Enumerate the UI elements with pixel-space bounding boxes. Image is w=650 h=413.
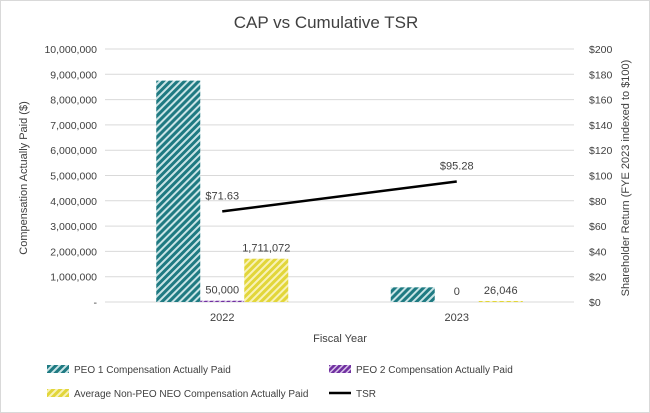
y-tick-label: 1,000,000 — [50, 272, 97, 284]
y2-axis-ticks: $0 $20 $40 $60 $80 $100 $120 $140 $160 $180 $200 — [589, 44, 613, 309]
y-axis-title: Compensation Actually Paid ($) — [18, 101, 30, 254]
legend-label: TSR — [356, 389, 376, 400]
y2-tick-label: $140 — [589, 120, 613, 132]
legend-swatch — [47, 365, 69, 373]
y2-tick-label: $200 — [589, 44, 613, 56]
y2-tick-label: $120 — [589, 145, 613, 157]
data-labels: 50,000 1,711,072 0 26,046 $71.63 $95.28 — [205, 160, 517, 298]
y2-tick-label: $20 — [589, 272, 607, 284]
data-label: 26,046 — [484, 285, 518, 297]
x-tick-label: 2022 — [210, 312, 234, 324]
legend-swatch — [329, 365, 351, 373]
x-tick-label: 2023 — [445, 312, 469, 324]
x-axis-ticks: 2022 2023 — [210, 312, 469, 324]
legend-label: Average Non-PEO NEO Compensation Actuall… — [74, 389, 308, 400]
y-tick-label: 3,000,000 — [50, 221, 97, 233]
y-tick-label: 9,000,000 — [50, 69, 97, 81]
y-tick-label: 4,000,000 — [50, 196, 97, 208]
y2-axis-title: Shareholder Return (FYE 2023 indexed to … — [620, 60, 632, 297]
legend-label: PEO 2 Compensation Actually Paid — [356, 365, 513, 376]
tsr-data-label: $71.63 — [205, 190, 239, 202]
y-tick-label: 2,000,000 — [50, 246, 97, 258]
y-tick-label: 10,000,000 — [44, 44, 97, 56]
y2-tick-label: $100 — [589, 171, 613, 183]
bars — [156, 80, 523, 302]
x-axis-title: Fiscal Year — [313, 333, 367, 345]
y2-tick-label: $180 — [589, 69, 613, 81]
legend-swatch — [47, 389, 69, 397]
y2-tick-label: $0 — [589, 297, 601, 309]
bar-1-2022 — [156, 80, 201, 302]
y-tick-label: 6,000,000 — [50, 145, 97, 157]
bar-2-2022 — [200, 300, 245, 302]
y-tick-label: 8,000,000 — [50, 95, 97, 107]
tsr-line-path — [222, 180, 457, 213]
bar-3-2022 — [244, 258, 289, 302]
tsr-data-label: $95.28 — [440, 160, 474, 172]
y2-tick-label: $60 — [589, 221, 607, 233]
data-label: 1,711,072 — [242, 243, 290, 255]
data-label: 50,000 — [205, 285, 239, 297]
legend-label: PEO 1 Compensation Actually Paid — [74, 365, 231, 376]
bar-3-2023 — [478, 301, 523, 302]
legend: PEO 1 Compensation Actually Paid PEO 2 Co… — [47, 365, 513, 400]
tsr-line — [222, 180, 457, 213]
y2-tick-label: $160 — [589, 95, 613, 107]
y-tick-label: 5,000,000 — [50, 171, 97, 183]
y-tick-label: - — [94, 297, 98, 309]
y2-tick-label: $80 — [589, 196, 607, 208]
data-label: 0 — [454, 286, 460, 298]
bar-1-2023 — [390, 287, 435, 302]
y-axis-ticks: - 1,000,000 2,000,000 3,000,000 4,000,000 5,0… — [44, 44, 97, 309]
y-tick-label: 7,000,000 — [50, 120, 97, 132]
chart-title: CAP vs Cumulative TSR — [234, 13, 419, 32]
y2-tick-label: $40 — [589, 246, 607, 258]
